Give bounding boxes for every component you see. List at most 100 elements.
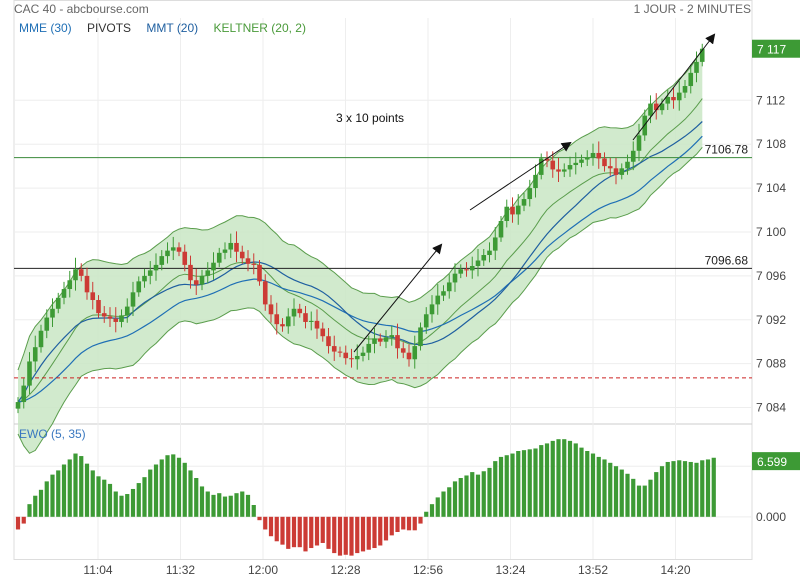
ewo-bar <box>435 497 440 517</box>
candle-body <box>579 159 584 163</box>
ewo-bar <box>372 516 377 549</box>
ewo-bar <box>677 460 682 517</box>
ewo-bar <box>326 516 331 549</box>
ewo-bar <box>50 474 55 517</box>
ewo-bar <box>406 516 412 531</box>
candle-body <box>285 316 291 327</box>
candle-body <box>55 297 61 309</box>
candle-body <box>372 338 377 344</box>
x-tick-label: 11:04 <box>83 563 112 577</box>
ewo-bar <box>360 516 366 552</box>
candle-body <box>441 291 446 296</box>
ewo-bar <box>671 461 676 517</box>
candle-body <box>590 152 596 158</box>
candle-body <box>360 352 366 356</box>
candle-body <box>199 275 205 285</box>
ewo-bar <box>142 477 147 517</box>
candle-body <box>291 308 297 317</box>
candle-body <box>619 168 625 175</box>
ewo-last-label: 6.599 <box>757 455 787 469</box>
candle-body <box>297 308 303 314</box>
ewo-bar <box>182 462 187 517</box>
ewo-bar <box>648 479 653 517</box>
ewo-bar <box>125 494 130 517</box>
ewo-bar <box>452 481 458 517</box>
mme-line <box>17 135 703 403</box>
candle-body <box>561 169 567 172</box>
ewo-bar <box>90 470 95 517</box>
candle-body <box>73 269 78 281</box>
candle-body <box>78 269 84 276</box>
ewo-bar <box>544 443 550 517</box>
ewo-bar <box>366 516 371 550</box>
candle-body <box>61 289 67 298</box>
ewo-bar <box>291 516 297 548</box>
candle-body <box>688 72 694 87</box>
candle-body <box>257 264 262 282</box>
candle-body <box>458 269 464 274</box>
ewo-bar <box>303 516 308 552</box>
ewo-bar <box>613 466 619 517</box>
candle-body <box>699 48 705 62</box>
candle-body <box>366 343 372 353</box>
ewo-bar <box>389 516 394 536</box>
candle-body <box>159 256 165 265</box>
x-tick-label: 11:32 <box>166 563 195 577</box>
candle-body <box>349 358 354 360</box>
candle-body <box>596 152 602 159</box>
ewo-bar <box>395 516 400 532</box>
candle-body <box>32 347 38 362</box>
candle-body <box>113 318 119 322</box>
ewo-bar <box>642 485 647 517</box>
ewo-bar <box>700 460 705 517</box>
chart-title: CAC 40 - abcbourse.com <box>14 2 149 16</box>
ewo-bar <box>654 472 659 517</box>
keltner-upper <box>17 49 703 371</box>
ewo-bar <box>705 459 711 517</box>
ewo-bar <box>211 494 216 517</box>
trend-arrow <box>632 33 716 141</box>
candle-body <box>337 351 343 353</box>
ewo-bar <box>153 464 159 517</box>
ewo-bar <box>458 478 463 517</box>
ewo-bar <box>84 463 90 517</box>
ewo-bar <box>510 453 515 517</box>
ewo-last-badge <box>752 452 800 471</box>
ewo-bar <box>199 486 205 517</box>
candle-body <box>15 402 21 409</box>
ewo-bar <box>297 516 302 548</box>
ewo-bar <box>521 450 527 517</box>
candle-body <box>331 346 337 352</box>
ewo-bar <box>56 470 61 517</box>
candle-body <box>268 304 274 315</box>
ewo-bar <box>79 456 84 517</box>
candle-body <box>67 280 73 290</box>
ewo-bar <box>205 491 210 517</box>
ewo-bar <box>355 516 360 554</box>
ewo-tick-label: 0.000 <box>756 510 786 524</box>
ewo-bar <box>337 516 343 556</box>
ewo-bar <box>688 461 693 517</box>
candle-body <box>216 252 222 263</box>
ewo-bar <box>383 516 389 541</box>
ewo-bar <box>711 457 716 517</box>
candle-body <box>613 168 619 175</box>
candle-body <box>504 206 510 221</box>
mmt-line <box>17 121 703 403</box>
candle-body <box>107 316 113 319</box>
candle-body <box>515 205 521 215</box>
ewo-bar <box>263 516 268 530</box>
candle-body <box>44 317 50 331</box>
ewo-bar <box>539 445 544 517</box>
candle-body <box>694 61 699 73</box>
ewo-bar <box>487 467 492 517</box>
ewo-bar <box>280 516 285 545</box>
ewo-bar <box>533 448 538 517</box>
candle-body <box>188 264 193 281</box>
ewo-bar <box>15 516 21 530</box>
candle-body <box>682 86 688 93</box>
ewo-bar <box>608 462 613 517</box>
ewo-bar <box>38 489 44 517</box>
x-tick-label: 12:56 <box>413 563 443 577</box>
candle-body <box>38 330 44 348</box>
